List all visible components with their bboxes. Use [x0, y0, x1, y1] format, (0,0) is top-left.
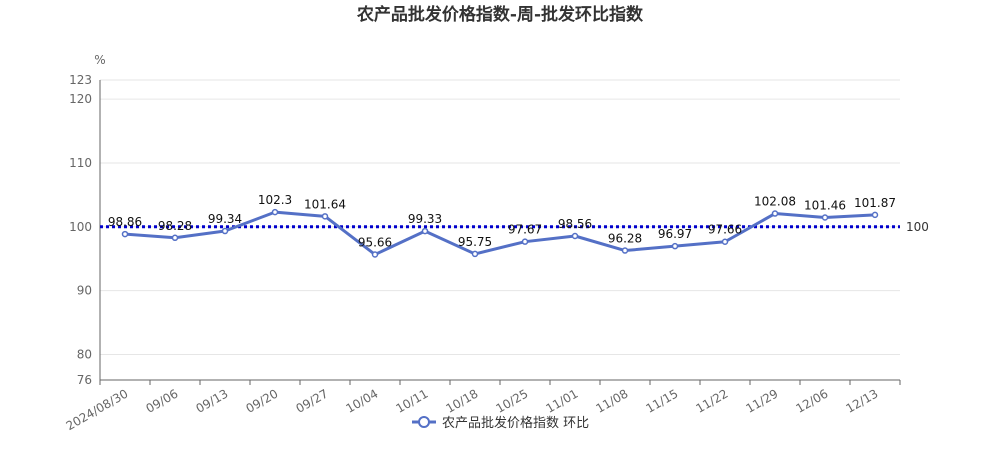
x-tick-label: 10/11 [394, 386, 431, 415]
data-point [271, 208, 279, 216]
x-tick-label: 10/18 [444, 386, 481, 415]
data-labels: 98.86 98.28 99.34 102.3 101.64 95.66 99.33 95.7… [108, 193, 896, 249]
x-tick-label: 09/20 [244, 386, 281, 415]
data-label: 95.75 [458, 235, 492, 249]
data-label: 99.33 [408, 212, 442, 226]
legend[interactable]: 农产品批发价格指数 环比 [412, 415, 589, 431]
legend-marker-icon [418, 416, 430, 428]
data-point [771, 210, 779, 217]
x-tick-label: 11/29 [744, 386, 781, 415]
data-point [171, 234, 179, 242]
x-tick-label: 11/22 [694, 386, 731, 415]
data-label: 98.86 [108, 215, 142, 229]
data-point [621, 247, 629, 254]
x-tick-label: 12/06 [794, 386, 831, 415]
data-point [821, 214, 829, 221]
data-label: 97.66 [708, 223, 742, 237]
x-tick-label: 11/15 [644, 386, 681, 415]
data-point [221, 227, 229, 235]
data-label: 97.67 [508, 223, 542, 237]
y-tick-label: 120 [69, 92, 92, 106]
x-tick-label: 11/08 [594, 386, 631, 415]
y-tick-label: 80 [77, 347, 92, 361]
y-axis-unit-label: % [94, 53, 105, 67]
data-label: 96.28 [608, 232, 642, 246]
data-point [721, 238, 729, 245]
data-label: 95.66 [358, 236, 392, 250]
data-point [371, 251, 379, 258]
y-tick-label: 100 [69, 220, 92, 234]
data-point [421, 227, 429, 235]
y-tick-label: 76 [77, 373, 92, 387]
x-tick-label: 2024/08/30 [64, 386, 131, 433]
data-label: 101.64 [304, 197, 346, 211]
x-tick-label: 11/01 [544, 386, 581, 415]
data-point [521, 238, 529, 245]
x-tick-label: 10/04 [344, 386, 381, 415]
data-label: 101.87 [854, 196, 896, 210]
data-point [471, 250, 479, 258]
legend-series-label: 农产品批发价格指数 环比 [442, 415, 589, 431]
y-tick-label: 90 [77, 284, 92, 298]
x-tick-label: 09/27 [294, 386, 331, 415]
data-label: 99.34 [208, 212, 242, 226]
chart-title: 农产品批发价格指数-周-批发环比指数 [356, 4, 644, 25]
data-label: 98.28 [158, 219, 192, 233]
x-tick-label: 09/06 [144, 386, 181, 415]
data-label: 101.46 [804, 198, 846, 212]
data-label: 102.08 [754, 195, 796, 209]
x-tick-label: 12/13 [844, 386, 881, 415]
data-point [121, 230, 129, 238]
data-point [321, 213, 329, 220]
y-tick-label: 123 [69, 73, 92, 87]
data-point [871, 211, 879, 219]
data-label: 96.97 [658, 227, 692, 241]
series-group [121, 208, 879, 258]
reference-line-label: 100 [906, 220, 929, 234]
data-label: 98.56 [558, 217, 592, 231]
y-tick-label: 110 [69, 156, 92, 170]
x-tick-label: 09/13 [194, 386, 231, 415]
data-point [671, 242, 679, 250]
data-point [571, 232, 579, 240]
series-line [124, 210, 876, 257]
data-label: 102.3 [258, 193, 292, 207]
x-tick-label: 10/25 [494, 386, 531, 415]
